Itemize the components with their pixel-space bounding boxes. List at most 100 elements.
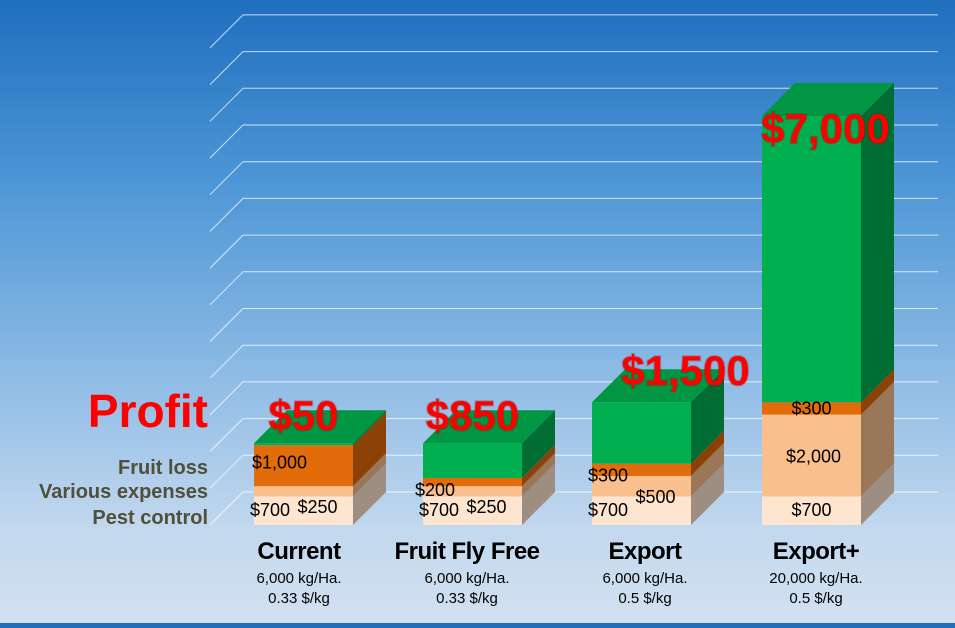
bar-segment [423, 444, 555, 487]
bar-segment [423, 463, 555, 525]
bar-top-face [592, 369, 724, 403]
gridline-slant [209, 418, 244, 452]
segment-value-label: $2,000 [786, 446, 841, 466]
bar-segment-front [423, 477, 522, 487]
gridline-slant [209, 14, 244, 49]
bar-segment [423, 410, 555, 478]
bar-segment-front [592, 475, 691, 497]
bar-segment-side [861, 463, 894, 525]
category-detail: 0.5 $/kg [789, 590, 842, 607]
segment-value-label: $700 [791, 500, 831, 520]
category-detail: 0.33 $/kg [268, 590, 330, 607]
bar-top-face [762, 83, 894, 116]
bar-segment-front [254, 445, 353, 487]
bar-segment-side [691, 442, 724, 497]
category-detail: 6,000 kg/Ha. [424, 570, 509, 587]
bar-segment-side [691, 430, 724, 476]
bar-segment-front [762, 402, 861, 415]
segment-value-label: $300 [588, 466, 628, 486]
profit-value-label: $850 [426, 392, 519, 439]
segment-value-label: $200 [415, 480, 455, 500]
bar-segment-front [254, 486, 353, 497]
bar-segment-side [353, 412, 386, 487]
bar-segment [592, 430, 724, 476]
bar-segment-front [762, 414, 861, 497]
bar-segment-front [762, 116, 861, 403]
bar-segment-side [861, 369, 894, 415]
category-label: Export+ [773, 538, 860, 565]
bar-segment-front [592, 463, 691, 476]
gridline-slant [209, 161, 244, 196]
category-detail: 6,000 kg/Ha. [256, 570, 341, 587]
bar-segment-front [423, 486, 522, 497]
gridline-slant [209, 124, 244, 159]
bar-segment-front [762, 496, 861, 525]
gridline-slant [209, 491, 244, 526]
segment-value-label: $700 [419, 500, 459, 520]
bar-segment [254, 412, 386, 487]
segment-value-label: $250 [297, 497, 337, 517]
bar-segment [762, 83, 894, 403]
segment-value-label: $700 [588, 500, 628, 520]
bar-segment-front [423, 496, 522, 525]
category-detail: 6,000 kg/Ha. [602, 570, 687, 587]
legend-label: Various expenses [39, 481, 208, 503]
bar-segment-front [592, 402, 691, 464]
segment-value-label: $1,000 [252, 453, 307, 473]
bar-segment-side [861, 83, 894, 403]
bar-columns [254, 83, 894, 525]
segment-value-label: $700 [250, 500, 290, 520]
bar-segment [592, 442, 724, 497]
bar-top-face [254, 410, 386, 444]
bar-segment-front [254, 496, 353, 525]
bar-segment-side [522, 444, 555, 487]
bar-segment [592, 369, 724, 464]
gridline-slant [209, 308, 244, 342]
category-label: Fruit Fly Free [394, 538, 539, 565]
profit-value-label: $7,000 [761, 105, 889, 152]
bar-segment-front [423, 443, 522, 478]
bar-segment [254, 410, 386, 446]
bar-segment [592, 463, 724, 525]
bar-segment-side [353, 463, 386, 525]
legend-label: Profit [88, 385, 208, 437]
bar-segment-front [592, 496, 691, 525]
legend-label: Pest control [92, 507, 208, 529]
gridline-slant [209, 271, 244, 306]
bar-segment [254, 453, 386, 497]
bar-segment [762, 463, 894, 525]
gridline-slant [209, 87, 244, 122]
bar-segment-side [691, 463, 724, 525]
gridline-slant [209, 344, 244, 379]
gridline-slant [209, 234, 244, 269]
bar-segment [762, 369, 894, 415]
profit-value-label: $50 [268, 392, 338, 439]
category-detail: 20,000 kg/Ha. [769, 570, 862, 587]
legend-label: Fruit loss [118, 457, 208, 479]
gridline-slant [209, 51, 244, 85]
gridline-slant [209, 198, 244, 232]
segment-value-labels: $700 $250 $1,000 $50 $700 $250 $200 $850 $700 $50… [250, 104, 891, 520]
bar-segment-side [353, 410, 386, 446]
category-label: Export [608, 538, 682, 565]
segment-value-label: $300 [791, 399, 831, 419]
category-detail: 0.33 $/kg [436, 590, 498, 607]
category-detail: 0.5 $/kg [618, 590, 671, 607]
bar-segment-side [522, 453, 555, 497]
profit-value-label: $1,500 [621, 347, 749, 394]
bar-top-face [423, 410, 555, 444]
bar-segment-side [691, 369, 724, 464]
segment-value-label: $250 [466, 497, 506, 517]
category-labels: Current 6,000 kg/Ha. 0.33 $/kg Fruit Fly Fr… [256, 538, 862, 607]
bar-segment-side [861, 381, 894, 497]
gridline-slant [209, 454, 244, 489]
category-label: Current [257, 538, 341, 565]
bar-segment [254, 463, 386, 525]
bar-segment [423, 453, 555, 497]
gridline-slant [209, 381, 244, 416]
bar-segment-front [254, 443, 353, 446]
bar-segment-side [522, 410, 555, 478]
